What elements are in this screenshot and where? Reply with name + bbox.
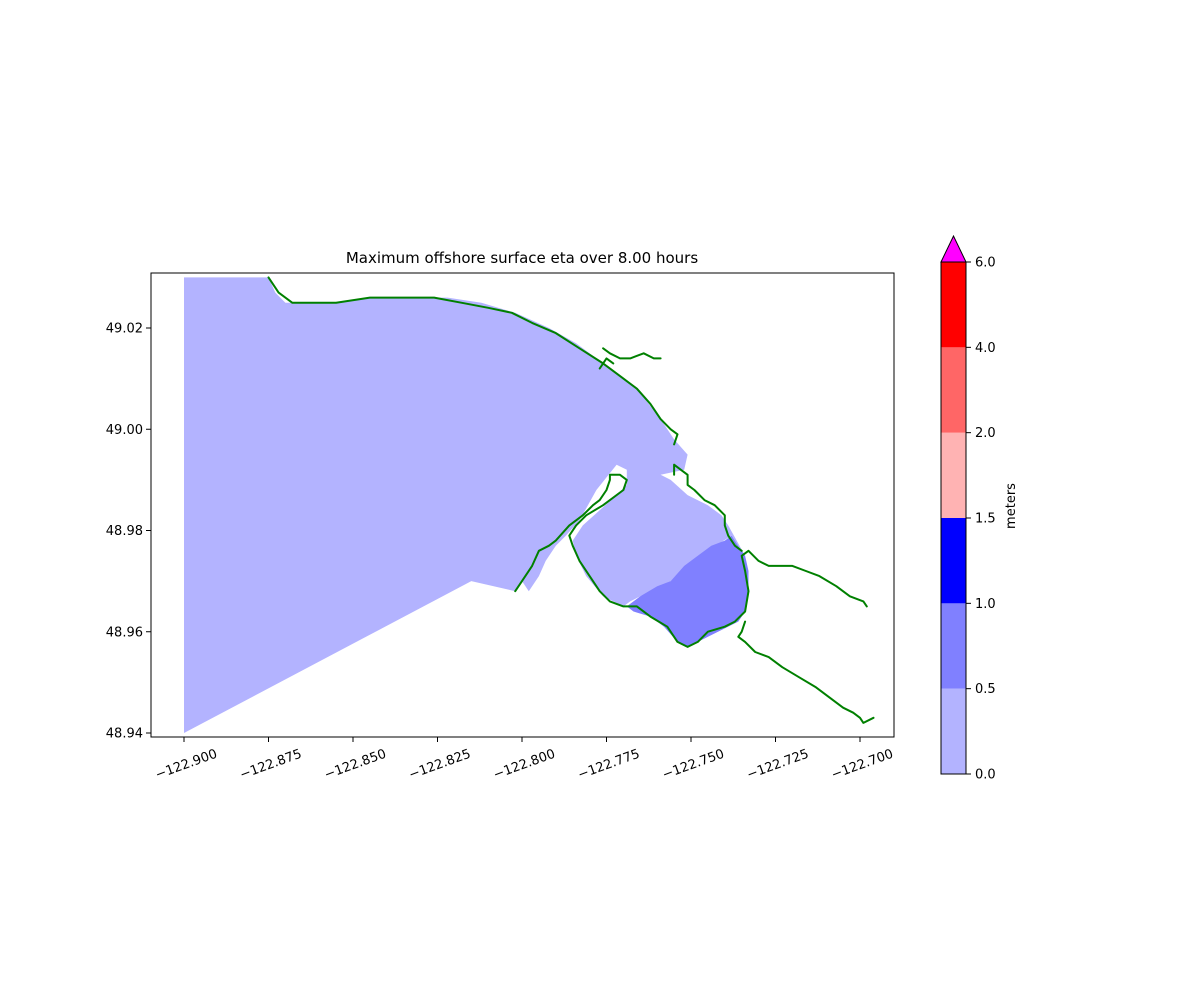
y-tick-label: 49.02 [106,322,143,337]
colorbar-segment [941,603,966,689]
coastline-5 [598,357,615,370]
eta-regions [184,277,749,733]
colorbar-ticks: 0.0 0.5 1.0 1.5 2.0 4.0 6.0 [966,256,996,783]
plot-area: −122.900 −122.875 −122.850 −122.825 −122.800… [106,272,895,783]
coastline-2 [673,463,743,552]
colorbar-segments [940,234,967,775]
colorbar-segment [941,262,966,348]
colorbar-label: meters [1004,483,1019,529]
colorbar: 0.0 0.5 1.0 1.5 2.0 4.0 6.0 meters [940,234,1019,783]
colorbar-tick-label: 1.0 [975,597,996,612]
chart-title: Maximum offshore surface eta over 8.00 h… [346,249,699,267]
coastline-0 [267,276,679,446]
coastline-4 [602,347,662,360]
y-tick-label: 48.94 [106,727,143,742]
coastline-3 [737,620,875,724]
colorbar-segment [941,688,966,774]
y-tick-label: 48.96 [106,625,143,640]
eta-region-0-0.5 [184,277,746,733]
coastlines [267,276,875,724]
colorbar-segment [941,347,966,433]
colorbar-tick-label: 0.0 [975,768,996,783]
eta-region-0.5-1 [626,535,749,647]
colorbar-tick-label: 4.0 [975,341,996,356]
colorbar-tick-label: 6.0 [975,256,996,271]
colorbar-segment [941,432,966,518]
coastline-1 [514,473,868,648]
y-tick-label: 49.00 [106,423,143,438]
colorbar-tick-label: 1.5 [975,512,996,527]
y-tick-label: 48.98 [106,524,143,539]
colorbar-tick-label: 2.0 [975,426,996,441]
colorbar-segment [941,518,966,604]
colorbar-tick-label: 0.5 [975,682,996,697]
y-axis: 48.94 48.96 48.98 49.00 49.02 [106,322,151,742]
